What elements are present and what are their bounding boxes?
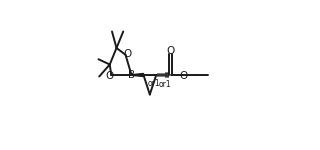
Text: or1: or1 xyxy=(147,79,160,88)
Text: O: O xyxy=(123,49,132,58)
Text: O: O xyxy=(179,71,188,81)
Polygon shape xyxy=(132,74,143,76)
Text: or1: or1 xyxy=(159,80,172,89)
Text: O: O xyxy=(166,46,175,56)
Text: O: O xyxy=(105,71,113,81)
Text: B: B xyxy=(128,70,135,80)
